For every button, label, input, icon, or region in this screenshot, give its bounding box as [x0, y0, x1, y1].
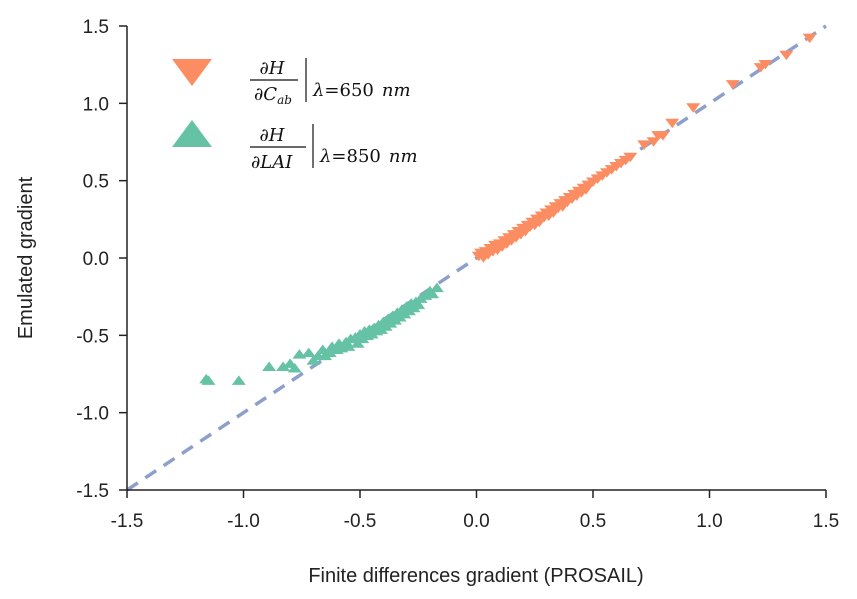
data-point-triangle-down	[758, 59, 773, 70]
x-tick-label: 1.0	[696, 511, 722, 532]
legend-1-denominator: ∂Cab	[254, 84, 292, 107]
data-point-triangle-up	[411, 299, 426, 310]
x-tick-label: 1.5	[813, 511, 839, 532]
data-point-triangle-down	[686, 103, 701, 113]
data-point-triangle-down	[802, 33, 817, 44]
y-tick-label: 0.0	[83, 249, 109, 270]
legend-2-wavelength: λ=850 nm	[319, 146, 418, 167]
y-axis-label: Emulated gradient	[15, 176, 37, 339]
legend-2-numerator: ∂H	[259, 125, 284, 146]
data-point-triangle-down	[623, 152, 638, 163]
y-tick-label: 1.0	[83, 94, 109, 115]
x-tick-label: 0.0	[463, 511, 489, 532]
x-tick-label: 0.5	[580, 511, 606, 532]
data-point-triangle-up	[315, 344, 330, 354]
x-tick-label: -1.0	[227, 511, 260, 532]
legend-1-wavelength: λ=650 nm	[312, 80, 411, 101]
data-point-triangle-down	[725, 80, 740, 90]
data-point-triangle-down	[637, 140, 652, 150]
data-point-triangle-up	[301, 347, 316, 358]
data-point-triangle-up	[322, 347, 337, 358]
data-point-triangle-up	[429, 282, 444, 293]
legend-marker-triangle-down	[172, 59, 212, 86]
x-tick-label: -1.5	[111, 511, 144, 532]
legend: ∂H ∂Cab λ=650 nm ∂H ∂LAI λ=850 nm	[172, 58, 418, 173]
legend-2-denominator: ∂LAI	[251, 152, 293, 173]
data-point-triangle-up	[287, 363, 302, 373]
data-point-triangle-up	[231, 375, 246, 385]
legend-marker-triangle-up	[172, 120, 212, 147]
y-tick-label: 1.5	[83, 17, 109, 38]
data-point-triangle-up	[262, 361, 277, 371]
data-point-triangle-up	[276, 361, 291, 371]
x-tick-label: -0.5	[344, 511, 377, 532]
data-point-triangle-up	[201, 375, 216, 385]
y-tick-label: -1.0	[76, 404, 109, 425]
data-point-triangle-down	[779, 50, 794, 61]
data-point-triangle-down	[646, 137, 661, 147]
data-point-triangle-down	[655, 131, 670, 141]
y-tick-label: 0.5	[83, 172, 109, 193]
data-point-triangle-up	[425, 288, 440, 299]
legend-1-numerator: ∂H	[259, 58, 284, 79]
y-tick-label: -1.5	[76, 481, 109, 502]
data-point-triangle-down	[665, 118, 680, 129]
x-axis-label: Finite differences gradient (PROSAIL)	[308, 565, 643, 587]
data-point-triangle-up	[341, 341, 356, 351]
y-tick-label: -0.5	[76, 326, 109, 347]
